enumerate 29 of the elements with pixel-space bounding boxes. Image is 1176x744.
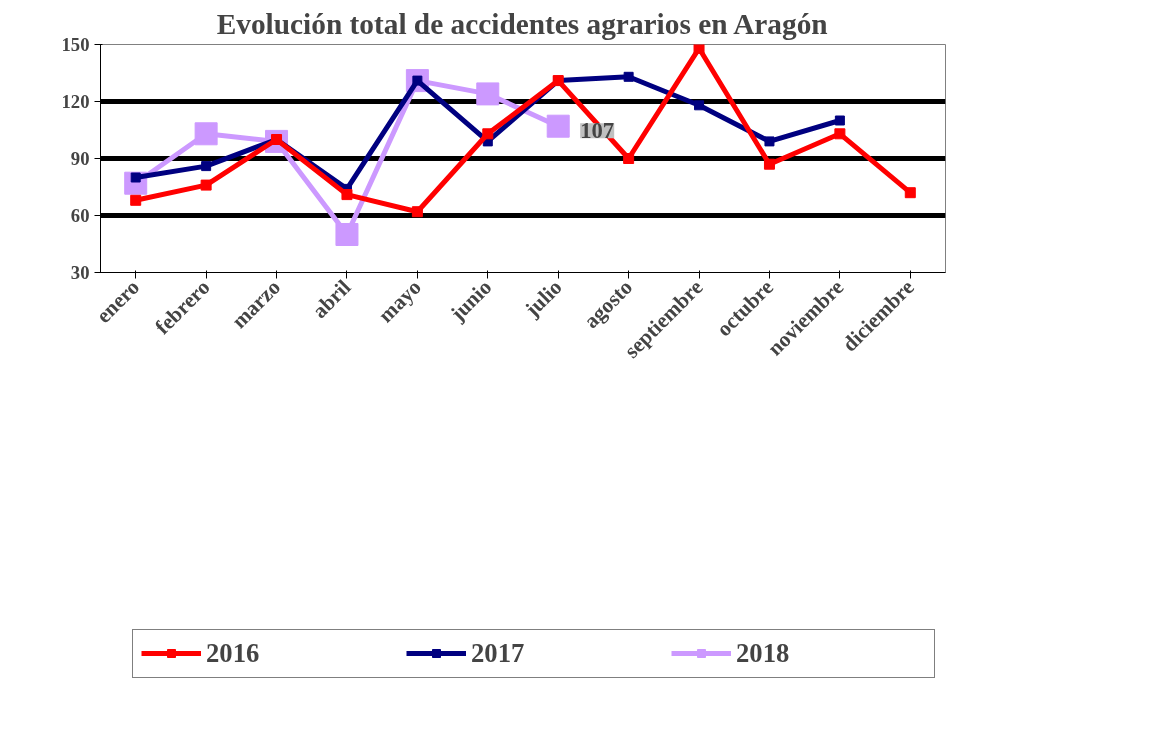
point — [623, 71, 634, 82]
point — [694, 100, 705, 111]
point — [763, 158, 775, 170]
point — [693, 44, 705, 54]
legend-label: 2018 — [736, 637, 791, 669]
data-label: 107 — [580, 118, 615, 144]
point — [194, 122, 218, 146]
point — [904, 187, 916, 199]
point — [834, 128, 846, 140]
legend-label: 2017 — [471, 637, 526, 669]
point — [201, 161, 212, 172]
point — [200, 179, 212, 191]
point — [476, 82, 500, 106]
point — [130, 194, 142, 206]
point — [764, 136, 775, 147]
y-tick-label: 30 — [70, 262, 90, 283]
y-tick-label: 60 — [70, 205, 90, 226]
point — [341, 189, 353, 201]
y-tick-label: 120 — [61, 91, 90, 112]
point — [546, 114, 570, 138]
point — [335, 223, 359, 246]
point — [411, 206, 423, 218]
y-tick-label: 150 — [61, 34, 90, 55]
point — [482, 128, 494, 140]
point — [834, 115, 845, 126]
chart-title: Evolución total de accidentes agrarios en Aragón — [216, 7, 828, 40]
point — [623, 153, 635, 164]
y-tick-label: 90 — [70, 148, 90, 169]
legend-label: 2016 — [206, 637, 261, 669]
